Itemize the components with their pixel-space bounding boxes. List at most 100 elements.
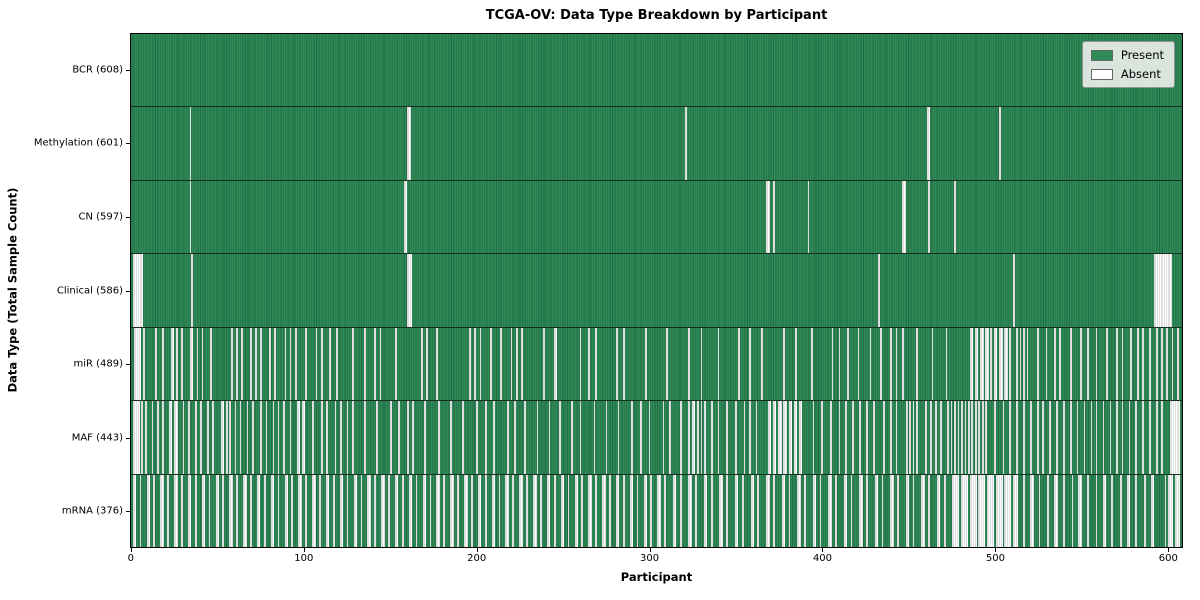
- absent-stripe: [395, 474, 399, 547]
- absent-stripe: [700, 327, 703, 401]
- absent-stripe: [828, 474, 832, 547]
- absent-stripe: [679, 401, 682, 474]
- absent-stripe: [859, 474, 863, 547]
- heatmap-row-miR: [131, 327, 1182, 402]
- absent-stripe: [250, 327, 252, 401]
- absent-stripe: [210, 327, 213, 401]
- absent-stripe: [617, 401, 620, 474]
- chart-title: TCGA-OV: Data Type Breakdown by Particip…: [485, 8, 828, 23]
- absent-stripe: [622, 474, 625, 547]
- heatmap-row-mRNA: [131, 474, 1182, 547]
- absent-stripe: [995, 474, 1003, 547]
- absent-stripe: [902, 327, 905, 401]
- absent-stripe: [312, 401, 314, 474]
- absent-stripe: [838, 327, 841, 401]
- absent-stripe: [1142, 401, 1145, 474]
- absent-stripe: [351, 327, 354, 401]
- absent-stripe: [353, 474, 358, 547]
- absent-stripe: [229, 474, 233, 547]
- absent-stripe: [229, 401, 232, 474]
- absent-stripe: [793, 401, 798, 474]
- absent-stripe: [1102, 401, 1105, 474]
- absent-stripe: [950, 401, 953, 474]
- absent-stripe: [1071, 474, 1074, 547]
- absent-stripe: [175, 327, 178, 401]
- absent-stripe: [339, 474, 344, 547]
- absent-stripe: [700, 401, 703, 474]
- absent-stripe: [553, 327, 558, 401]
- absent-stripe: [1069, 401, 1072, 474]
- absent-stripe: [170, 327, 175, 401]
- absent-stripe: [615, 474, 620, 547]
- absent-stripe: [664, 474, 666, 547]
- absent-stripe: [838, 401, 841, 474]
- absent-stripe: [717, 401, 720, 474]
- absent-stripe: [484, 401, 487, 474]
- absent-stripe: [595, 474, 597, 547]
- absent-stripe: [533, 474, 537, 547]
- absent-stripe: [1002, 401, 1005, 474]
- absent-stripe: [881, 474, 884, 547]
- absent-stripe: [895, 401, 898, 474]
- x-tick-label: 500: [985, 553, 1005, 564]
- absent-stripe: [220, 401, 225, 474]
- absent-stripe: [470, 474, 473, 547]
- absent-stripe: [928, 474, 931, 547]
- absent-stripe: [890, 474, 894, 547]
- absent-stripe: [389, 401, 392, 474]
- y-tick-label-Clinical: Clinical (586): [56, 285, 123, 296]
- heatmap-row-BCR: [131, 34, 1182, 108]
- x-tick-mark: [303, 548, 305, 552]
- absent-stripe: [1023, 327, 1025, 401]
- absent-stripe: [336, 327, 339, 401]
- absent-stripe: [1156, 327, 1158, 401]
- absent-stripe: [560, 474, 565, 547]
- absent-stripe: [201, 327, 204, 401]
- absent-stripe: [320, 401, 323, 474]
- absent-stripe: [491, 474, 496, 547]
- absent-stripe: [798, 401, 803, 474]
- absent-stripe: [260, 327, 263, 401]
- x-tick-label: 0: [127, 553, 135, 564]
- absent-stripe: [194, 401, 197, 474]
- absent-stripe: [546, 474, 551, 547]
- absent-stripe: [636, 474, 639, 547]
- absent-stripe: [265, 401, 268, 474]
- absent-stripe: [1083, 401, 1086, 474]
- absent-stripe: [246, 401, 249, 474]
- absent-stripe: [1142, 327, 1145, 401]
- y-tick-mark: [126, 216, 130, 218]
- absent-stripe: [935, 401, 937, 474]
- absent-stripe: [215, 474, 219, 547]
- absent-stripe: [251, 401, 254, 474]
- absent-stripe: [772, 401, 777, 474]
- absent-stripe: [971, 401, 974, 474]
- absent-stripe: [1176, 327, 1179, 401]
- absent-stripe: [334, 401, 337, 474]
- absent-stripe: [847, 327, 849, 401]
- absent-stripe: [643, 474, 647, 547]
- legend-item-present: Present: [1090, 48, 1164, 62]
- absent-stripe: [1016, 327, 1019, 401]
- absent-stripe: [182, 401, 185, 474]
- absent-stripe: [256, 474, 261, 547]
- absent-stripe: [187, 474, 192, 547]
- absent-stripe: [595, 327, 597, 401]
- absent-stripe: [978, 401, 981, 474]
- y-tick-mark: [126, 437, 130, 439]
- absent-stripe: [181, 474, 183, 547]
- absent-stripe: [755, 401, 758, 474]
- absent-stripe: [1116, 401, 1119, 474]
- absent-stripe: [156, 401, 159, 474]
- absent-stripe: [167, 474, 169, 547]
- absent-stripe: [239, 401, 242, 474]
- absent-stripe: [1156, 401, 1158, 474]
- absent-stripe: [781, 474, 786, 547]
- absent-stripe: [360, 474, 363, 547]
- absent-stripe: [812, 474, 817, 547]
- absent-stripe: [738, 327, 741, 401]
- absent-stripe: [134, 327, 142, 401]
- absent-stripe: [1042, 401, 1044, 474]
- absent-stripe: [160, 474, 164, 547]
- y-tick-label-Methylation: Methylation (601): [33, 137, 123, 149]
